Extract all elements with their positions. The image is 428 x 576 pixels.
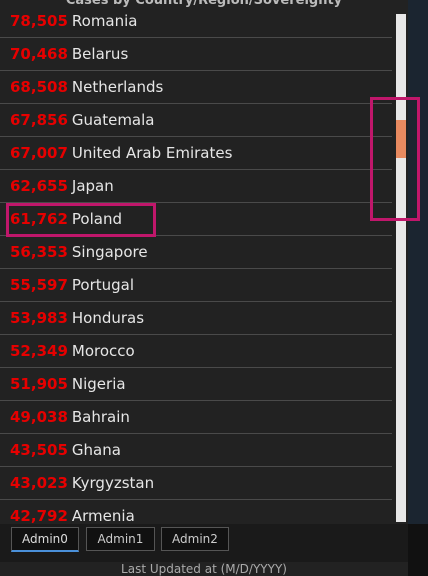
case-count: 43,023: [10, 474, 68, 492]
case-count: 78,505: [10, 12, 68, 30]
country-name: Japan: [71, 177, 114, 195]
highlight-box: [6, 203, 156, 237]
list-row[interactable]: 43,505 Ghana: [0, 434, 392, 467]
list-row[interactable]: 61,762 Poland: [0, 203, 392, 236]
country-name: Ghana: [71, 441, 121, 459]
case-count: 49,038: [10, 408, 68, 426]
country-name: Guatemala: [71, 111, 155, 129]
case-count: 52,349: [10, 342, 68, 360]
case-count: 68,508: [10, 78, 68, 96]
case-count: 61,762: [10, 210, 68, 228]
case-count: 67,007: [10, 144, 68, 162]
country-name: Honduras: [71, 309, 145, 327]
list-row[interactable]: 42,792 Armenia: [0, 500, 392, 524]
list-row[interactable]: 78,505 Romania: [0, 5, 392, 38]
list-row[interactable]: 67,007 United Arab Emirates: [0, 137, 392, 170]
tab[interactable]: Admin2: [161, 527, 229, 551]
list-row[interactable]: 56,353 Singapore: [0, 236, 392, 269]
country-name: Kyrgyzstan: [71, 474, 155, 492]
list-row[interactable]: 53,983 Honduras: [0, 302, 392, 335]
list-row[interactable]: 52,349 Morocco: [0, 335, 392, 368]
panel-title: Cases by Country/Region/Sovereignty: [65, 0, 343, 8]
country-name: Portugal: [71, 276, 135, 294]
tab[interactable]: Admin0: [11, 527, 79, 552]
highlight-box: [370, 97, 420, 221]
list-row[interactable]: 55,597 Portugal: [0, 269, 392, 302]
country-name: Singapore: [71, 243, 148, 261]
case-count: 67,856: [10, 111, 68, 129]
list-row[interactable]: 49,038 Bahrain: [0, 401, 392, 434]
country-list: 78,505 Romania 70,468 Belarus 68,508 Netherla…: [0, 5, 392, 524]
scrollbar-track[interactable]: [396, 14, 406, 522]
country-name: Morocco: [71, 342, 135, 360]
case-count: 56,353: [10, 243, 68, 261]
tab-bar: Admin0 Admin1 Admin2: [0, 524, 408, 562]
case-count: 43,505: [10, 441, 68, 459]
list-row[interactable]: 62,655 Japan: [0, 170, 392, 203]
country-name: Netherlands: [71, 78, 164, 96]
list-row[interactable]: 68,508 Netherlands: [0, 71, 392, 104]
scrollbar-thumb[interactable]: [396, 120, 406, 158]
list-panel: Cases by Country/Region/Sovereignty 78,5…: [0, 0, 408, 524]
map-edge: [408, 0, 428, 524]
tab[interactable]: Admin1: [86, 527, 155, 551]
case-count: 53,983: [10, 309, 68, 327]
country-name: Nigeria: [71, 375, 126, 393]
case-count: 51,905: [10, 375, 68, 393]
case-count: 42,792: [10, 507, 68, 524]
country-name: Poland: [71, 210, 122, 228]
case-count: 70,468: [10, 45, 68, 63]
country-name: Bahrain: [71, 408, 130, 426]
footer: Last Updated at (M/D/YYYY): [0, 562, 408, 576]
list-row[interactable]: 67,856 Guatemala: [0, 104, 392, 137]
country-name: United Arab Emirates: [71, 144, 233, 162]
list-row[interactable]: 70,468 Belarus: [0, 38, 392, 71]
country-name: Romania: [71, 12, 138, 30]
case-count: 55,597: [10, 276, 68, 294]
country-name: Armenia: [71, 507, 135, 524]
list-row[interactable]: 43,023 Kyrgyzstan: [0, 467, 392, 500]
list-row[interactable]: 51,905 Nigeria: [0, 368, 392, 401]
case-count: 62,655: [10, 177, 68, 195]
country-name: Belarus: [71, 45, 129, 63]
